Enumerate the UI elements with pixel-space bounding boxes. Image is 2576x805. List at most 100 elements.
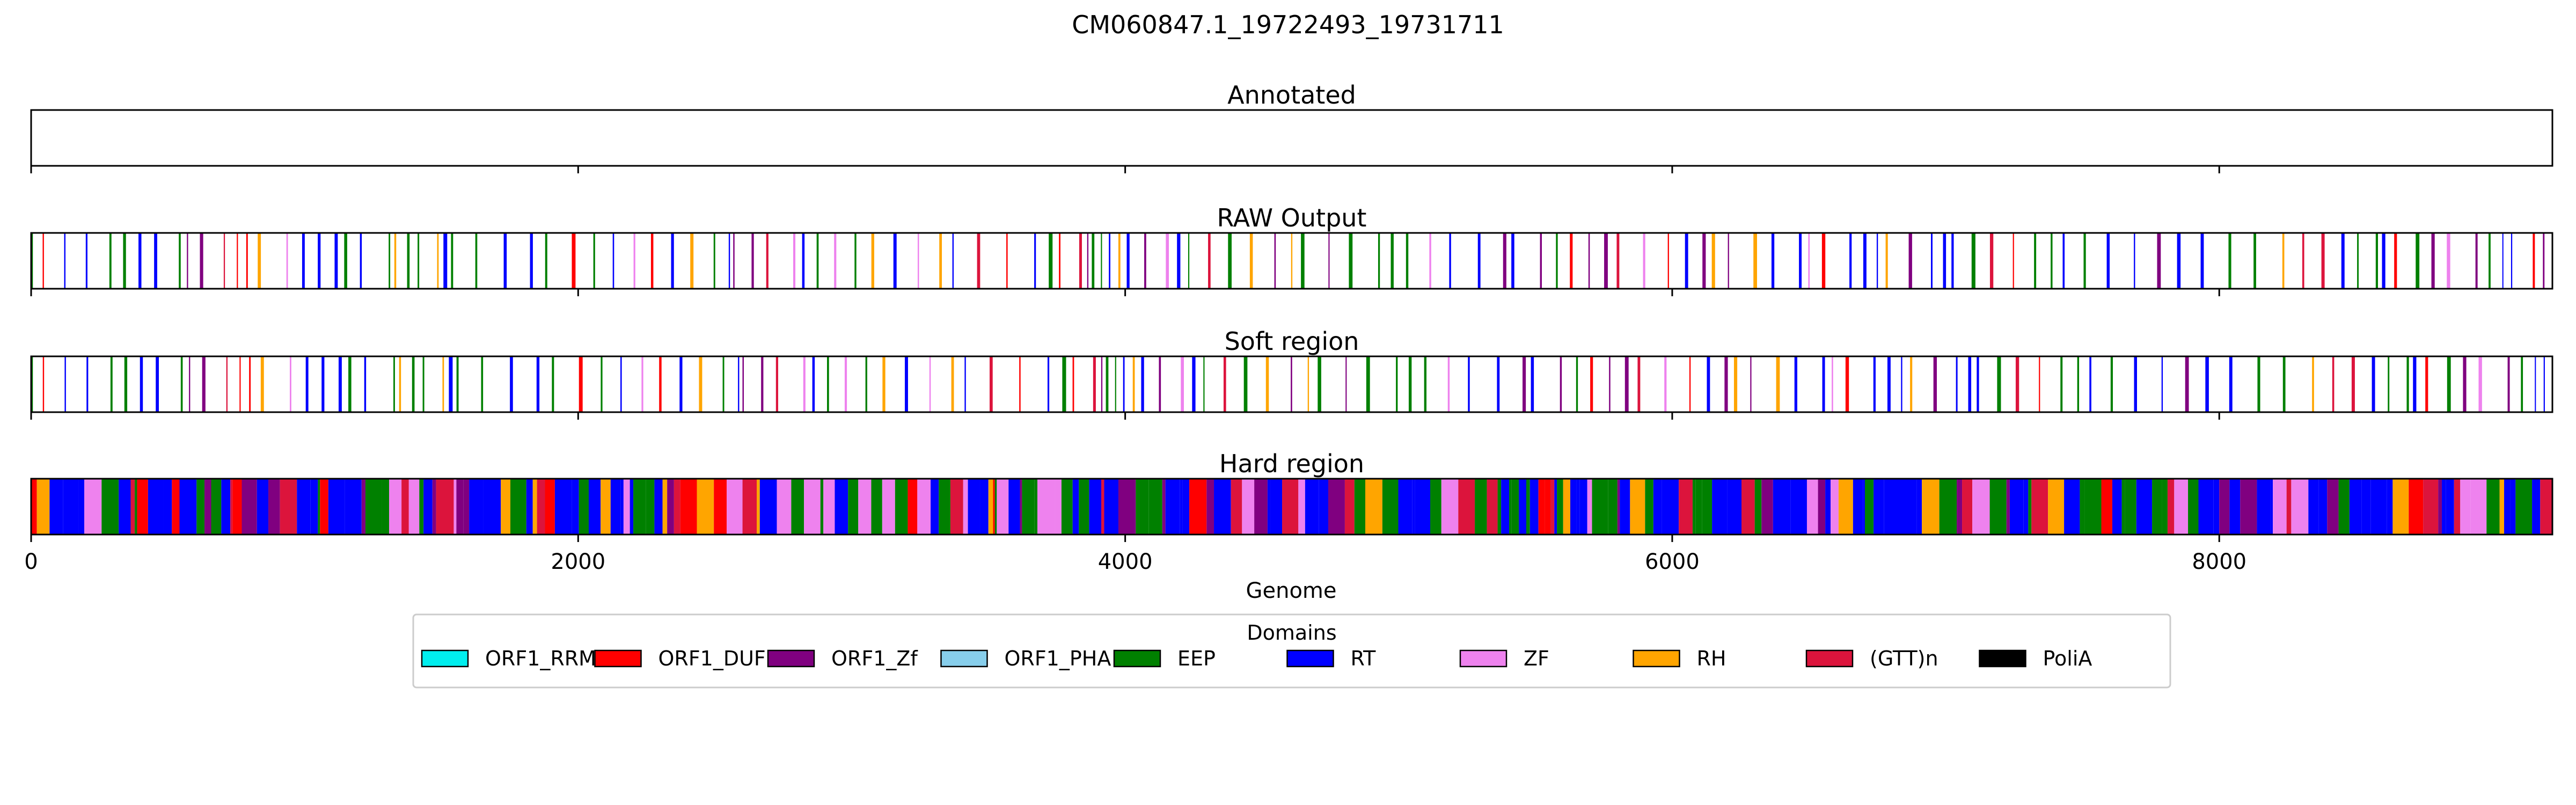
domain-segment	[2361, 479, 2371, 535]
domain-segment	[2535, 356, 2536, 412]
domain-segment	[321, 356, 325, 412]
domain-segment	[1667, 233, 1669, 289]
domain-segment	[436, 479, 454, 535]
domain-segment	[42, 356, 45, 412]
domain-segment	[1590, 356, 1593, 412]
domain-segment	[1008, 479, 1020, 535]
domain-segment	[257, 479, 269, 535]
domain-segment	[1511, 479, 1519, 535]
domain-segment	[733, 233, 735, 289]
domain-segment	[85, 233, 87, 289]
domain-segment	[1754, 479, 1762, 535]
domain-segment	[2134, 233, 2135, 289]
domain-segment	[419, 479, 424, 535]
domain-segment	[1034, 479, 1038, 535]
legend-label: ZF	[1524, 647, 1549, 670]
domain-segment	[2332, 356, 2334, 412]
domain-segment	[137, 479, 148, 535]
domain-segment	[130, 479, 135, 535]
domain-segment	[939, 233, 942, 289]
domain-segment	[1497, 356, 1500, 412]
domain-segment	[124, 356, 128, 412]
legend-swatch	[767, 649, 815, 668]
domain-segment	[1354, 479, 1366, 535]
legend-swatch	[1113, 649, 1161, 668]
domain-segment	[2080, 479, 2085, 535]
domain-segment	[1695, 479, 1702, 535]
domain-segment	[1624, 356, 1629, 412]
domain-segment	[2486, 479, 2500, 535]
domain-segment	[641, 356, 643, 412]
domain-segment	[1208, 233, 1211, 289]
domain-segment	[882, 479, 895, 535]
domain-segment	[2357, 233, 2359, 289]
domain-segment	[1853, 479, 1863, 535]
domain-segment	[412, 356, 415, 412]
domain-segment	[31, 356, 33, 412]
domain-segment	[1136, 479, 1149, 535]
domain-segment	[963, 479, 968, 535]
domain-segment	[2034, 233, 2037, 289]
domain-segment	[2382, 233, 2385, 289]
domain-segment	[1449, 233, 1451, 289]
domain-segment	[1825, 479, 1831, 535]
domain-segment	[1832, 356, 1833, 412]
domain-segment	[1132, 356, 1135, 412]
domain-segment	[226, 356, 228, 412]
domain-segment	[1365, 479, 1382, 535]
domain-segment	[1447, 356, 1450, 412]
domain-segment	[1943, 233, 1946, 289]
domain-segment	[1047, 356, 1050, 412]
domain-segment	[260, 356, 264, 412]
domain-segment	[775, 356, 778, 412]
domain-segment	[2489, 233, 2491, 289]
legend-item: RH	[1633, 647, 1726, 670]
domain-segment	[1570, 479, 1577, 535]
domain-segment	[633, 479, 646, 535]
domain-segment	[1908, 233, 1912, 289]
domain-segment	[1430, 479, 1441, 535]
domain-segment	[1727, 479, 1741, 535]
domain-segment	[239, 356, 241, 412]
domain-segment	[1977, 356, 1979, 412]
domain-segment	[241, 479, 257, 535]
track-title: Soft region	[1225, 327, 1359, 356]
domain-segment	[1089, 479, 1101, 535]
domain-segment	[1790, 479, 1807, 535]
domain-segment	[2023, 479, 2029, 535]
domain-segment	[394, 233, 397, 289]
domain-segment	[119, 479, 131, 535]
domain-segment	[1588, 233, 1590, 289]
domain-segment	[803, 356, 806, 412]
domain-segment	[2152, 479, 2162, 535]
domain-segment	[1182, 479, 1190, 535]
domain-segment	[1291, 233, 1293, 289]
domain-segment	[588, 479, 601, 535]
domain-segment	[1391, 233, 1394, 289]
domain-segment	[2229, 356, 2233, 412]
domain-segment	[690, 233, 694, 289]
domain-segment	[2543, 356, 2545, 412]
domain-segment	[2121, 479, 2125, 535]
domain-segment	[334, 233, 338, 289]
domain-segment	[1989, 233, 1994, 289]
domain-segment	[1529, 479, 1539, 535]
legend-label: EEP	[1177, 647, 1216, 670]
domain-segment	[2533, 233, 2535, 289]
domain-segment	[1497, 479, 1502, 535]
domain-segment	[2302, 233, 2304, 289]
domain-segment	[1115, 356, 1116, 412]
domain-segment	[633, 233, 635, 289]
legend-items: ORF1_RRM ORF1_DUF ORF1_Zf ORF1_PHA EEP RT ZF RH…	[421, 647, 2092, 670]
domain-segment	[1531, 356, 1534, 412]
domain-segment	[389, 233, 391, 289]
domain-segment	[135, 479, 137, 535]
domain-segment	[2409, 479, 2424, 535]
domain-segment	[2200, 233, 2204, 289]
domain-segment	[1424, 356, 1427, 412]
domain-segment	[2507, 356, 2510, 412]
domain-segment	[1771, 233, 1775, 289]
domain-segment	[1079, 479, 1089, 535]
figure-title: CM060847.1_19722493_19731711	[1072, 10, 1504, 39]
domain-segment	[1692, 479, 1696, 535]
